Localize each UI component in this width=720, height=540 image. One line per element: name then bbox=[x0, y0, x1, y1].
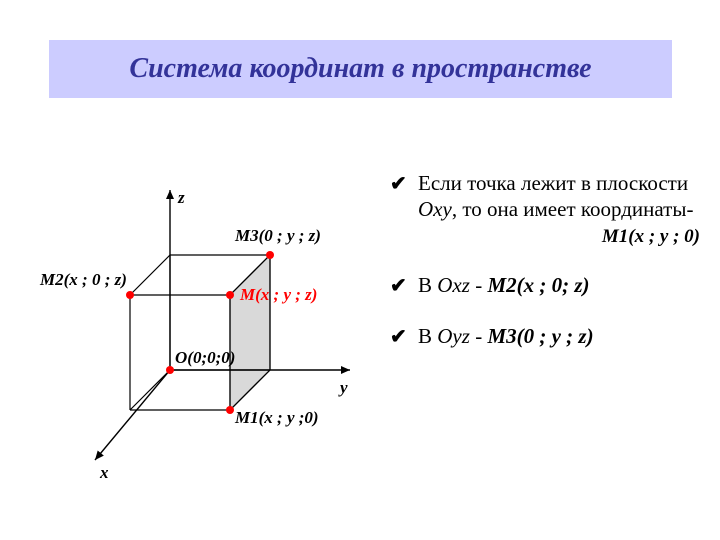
point-M3 bbox=[266, 251, 274, 259]
check-icon: ✔ bbox=[390, 325, 407, 350]
point-M1 bbox=[226, 406, 234, 414]
point-O bbox=[166, 366, 174, 374]
axis-label-x: x bbox=[100, 463, 109, 483]
bullet-list: ✔ Если точка лежит в плоскости Оху, то он… bbox=[390, 170, 700, 373]
point-label-M3: M3(0 ; y ; z) bbox=[235, 226, 321, 246]
axis-label-y: y bbox=[340, 378, 348, 398]
bullet-sub: M1(x ; y ; 0) bbox=[418, 225, 700, 249]
bullet-item-1: ✔ В Охz - M2(x ; 0; z) bbox=[390, 272, 700, 298]
point-label-M1: M1(x ; y ;0) bbox=[235, 408, 319, 428]
bullet-item-0: ✔ Если точка лежит в плоскости Оху, то он… bbox=[390, 170, 700, 248]
bullet-text: В Оуz - M3(0 ; y ; z) bbox=[418, 324, 594, 348]
page-title: Система координат в пространстве bbox=[129, 53, 591, 85]
point-label-M2: M2(x ; 0 ; z) bbox=[40, 270, 127, 290]
diagram-svg bbox=[40, 180, 380, 500]
title-bar: Система координат в пространстве bbox=[49, 40, 672, 98]
point-label-M: M(x ; y ; z) bbox=[240, 285, 317, 305]
bullet-text: В Охz - M2(x ; 0; z) bbox=[418, 273, 590, 297]
bullet-item-2: ✔ В Оуz - M3(0 ; y ; z) bbox=[390, 323, 700, 349]
point-label-O: O(0;0;0) bbox=[175, 348, 235, 368]
point-M bbox=[226, 291, 234, 299]
check-icon: ✔ bbox=[390, 172, 407, 197]
point-M2 bbox=[126, 291, 134, 299]
bullet-text: Если точка лежит в плоскости Оху, то она… bbox=[418, 171, 693, 221]
axis-label-z: z bbox=[178, 188, 185, 208]
check-icon: ✔ bbox=[390, 274, 407, 299]
coordinate-diagram: z y x O(0;0;0) M1(x ; y ;0) M(x ; y ; z) M2(x … bbox=[40, 180, 380, 500]
